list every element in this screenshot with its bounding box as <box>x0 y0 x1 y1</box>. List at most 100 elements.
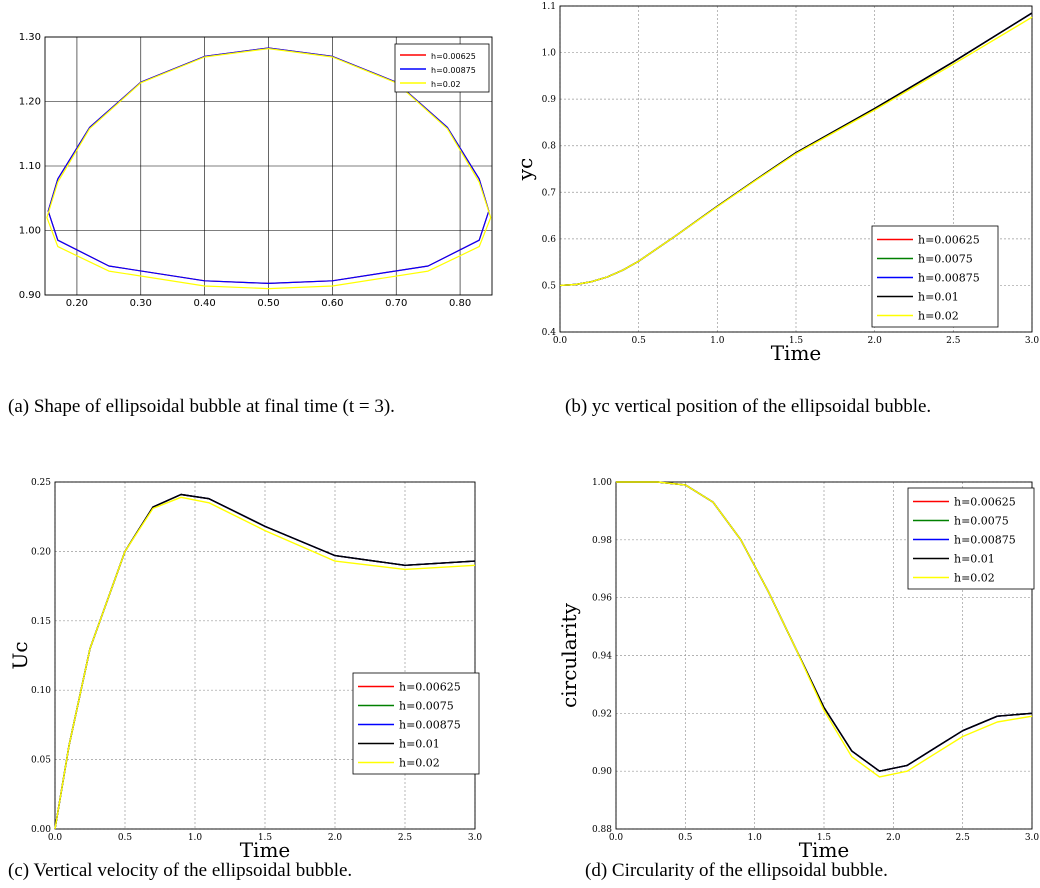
y-axis-label: circularity <box>557 602 581 708</box>
x-tick-label: 1.5 <box>817 833 832 843</box>
y-tick-label: 1.1 <box>542 2 556 12</box>
y-tick-label: 0.88 <box>592 825 612 835</box>
x-axis-label: Time <box>240 838 291 862</box>
y-tick-label: 0.4 <box>542 328 557 338</box>
legend-label: h=0.01 <box>954 553 995 566</box>
x-tick-label: 3.0 <box>468 833 483 843</box>
y-tick-label: 1.30 <box>19 32 41 43</box>
legend-label: h=0.0075 <box>918 253 973 266</box>
legend-box <box>871 225 999 328</box>
bubble-shape-chart: 0.20 0.30 0.40 0.50 0.60 0.70 0.80 0.90 1.00 1.10… <box>19 32 493 309</box>
x-tick-label: 2.5 <box>956 833 971 843</box>
legend-label: h=0.02 <box>431 80 461 89</box>
chart-panel-c: 0.0 0.5 1.0 1.5 2.0 2.5 3.0 0.00 0.05 0.10 0.15 0.2… <box>0 470 520 862</box>
y-tick-label: 1.20 <box>19 97 41 108</box>
legend-label: h=0.0075 <box>954 515 1009 528</box>
y-tick-label: 0.98 <box>592 536 612 546</box>
chart-panel-d: 0.0 0.5 1.0 1.5 2.0 2.5 3.0 0.88 0.90 0.92 0.94 0.9… <box>520 470 1040 862</box>
x-tick-label: 0.30 <box>130 298 152 309</box>
x-tick-label: 0.80 <box>449 298 471 309</box>
x-tick-label: 2.5 <box>398 833 413 843</box>
x-tick-label: 0.5 <box>678 833 693 843</box>
x-axis-label: Time <box>799 838 850 862</box>
y-tick-label: 1.00 <box>592 478 612 488</box>
y-tick-label: 0.90 <box>592 767 612 777</box>
legend-label: h=0.01 <box>918 291 959 304</box>
x-tick-label: 1.5 <box>258 833 273 843</box>
chart-panel-b: 0.0 0.5 1.0 1.5 2.0 2.5 3.0 0.4 0.5 0.6 0.7 0.8 0.9 1… <box>513 0 1040 380</box>
series-line <box>616 481 1033 778</box>
x-tick-label: 0.40 <box>194 298 216 309</box>
series-line <box>54 496 476 830</box>
y-axis-label: Uc <box>8 641 32 669</box>
legend-label: h=0.00875 <box>399 719 461 732</box>
x-tick-label: 0.20 <box>66 298 88 309</box>
y-tick-label: 0.00 <box>31 825 51 835</box>
y-tick-label: 0.7 <box>542 188 557 198</box>
vertical-velocity-chart: 0.0 0.5 1.0 1.5 2.0 2.5 3.0 0.00 0.05 0.10 0.15 0.2… <box>8 478 483 862</box>
y-tick-label: 0.6 <box>542 235 557 245</box>
x-tick-label: 2.0 <box>886 833 901 843</box>
legend-box <box>352 672 480 775</box>
x-tick-label: 0.0 <box>48 833 63 843</box>
legend-label: h=0.00875 <box>918 272 980 285</box>
y-tick-label: 0.20 <box>31 547 51 557</box>
x-tick-label: 2.5 <box>946 336 961 346</box>
x-axis-label: Time <box>771 341 822 365</box>
legend-label: h=0.02 <box>399 757 440 770</box>
legend-label: h=0.00875 <box>431 66 476 75</box>
y-tick-label: 0.96 <box>592 594 612 604</box>
legend-label: h=0.00875 <box>954 534 1016 547</box>
x-tick-label: 0.5 <box>118 833 133 843</box>
plot-frame <box>54 481 476 830</box>
caption-a: (a) Shape of ellipsoidal bubble at final… <box>8 396 395 417</box>
y-tick-label: 0.92 <box>592 709 612 719</box>
y-tick-label: 1.00 <box>19 226 41 237</box>
caption-b: (b) yc vertical position of the ellipsoi… <box>565 396 932 417</box>
legend-label: h=0.0075 <box>399 700 454 713</box>
y-tick-label: 0.15 <box>31 617 51 627</box>
y-tick-label: 1.0 <box>542 49 557 59</box>
y-tick-label: 0.10 <box>31 686 51 696</box>
legend-label: h=0.00625 <box>399 681 461 694</box>
plot-frame <box>615 481 1033 830</box>
y-tick-label: 0.05 <box>31 756 51 766</box>
legend-box <box>907 487 1035 590</box>
x-tick-label: 0.60 <box>321 298 343 309</box>
y-tick-label: 0.5 <box>542 281 557 291</box>
y-tick-label: 0.9 <box>542 95 557 105</box>
legend-label: h=0.02 <box>918 310 959 323</box>
x-tick-label: 1.5 <box>789 336 804 346</box>
caption-d: (d) Circularity of the ellipsoidal bubbl… <box>585 860 888 881</box>
x-tick-label: 0.0 <box>553 336 568 346</box>
x-tick-label: 3.0 <box>1025 336 1040 346</box>
series-line <box>559 16 1033 287</box>
series-line <box>47 47 490 284</box>
x-tick-label: 3.0 <box>1025 833 1040 843</box>
x-tick-label: 0.0 <box>609 833 624 843</box>
legend-label: h=0.00625 <box>918 234 980 247</box>
vertical-position-chart: 0.0 0.5 1.0 1.5 2.0 2.5 3.0 0.4 0.5 0.6 0.7 0.8 0.9 1… <box>513 2 1040 365</box>
x-tick-label: 1.0 <box>188 833 203 843</box>
x-tick-label: 1.0 <box>710 336 725 346</box>
caption-c: (c) Vertical velocity of the ellipsoidal… <box>8 860 353 881</box>
legend-label: h=0.00625 <box>954 496 1016 509</box>
circularity-chart: 0.0 0.5 1.0 1.5 2.0 2.5 3.0 0.88 0.90 0.92 0.94 0.9… <box>557 478 1040 862</box>
x-tick-label: 2.0 <box>868 336 883 346</box>
chart-panel-a: 0.20 0.30 0.40 0.50 0.60 0.70 0.80 0.90 1.00 1.10… <box>0 0 520 360</box>
x-tick-label: 2.0 <box>328 833 343 843</box>
x-tick-label: 1.0 <box>748 833 763 843</box>
plot-frame <box>559 5 1033 333</box>
y-tick-label: 1.10 <box>19 161 41 172</box>
y-tick-label: 0.90 <box>19 290 41 301</box>
legend-label: h=0.02 <box>954 572 995 585</box>
y-tick-label: 0.94 <box>592 652 612 662</box>
x-tick-label: 0.70 <box>385 298 407 309</box>
x-tick-label: 0.5 <box>632 336 647 346</box>
y-tick-label: 0.8 <box>542 142 557 152</box>
legend-label: h=0.00625 <box>431 52 476 61</box>
legend-label: h=0.01 <box>399 738 440 751</box>
y-axis-label: yc <box>513 158 537 182</box>
legend-box <box>394 43 490 93</box>
y-tick-label: 0.25 <box>31 478 51 488</box>
